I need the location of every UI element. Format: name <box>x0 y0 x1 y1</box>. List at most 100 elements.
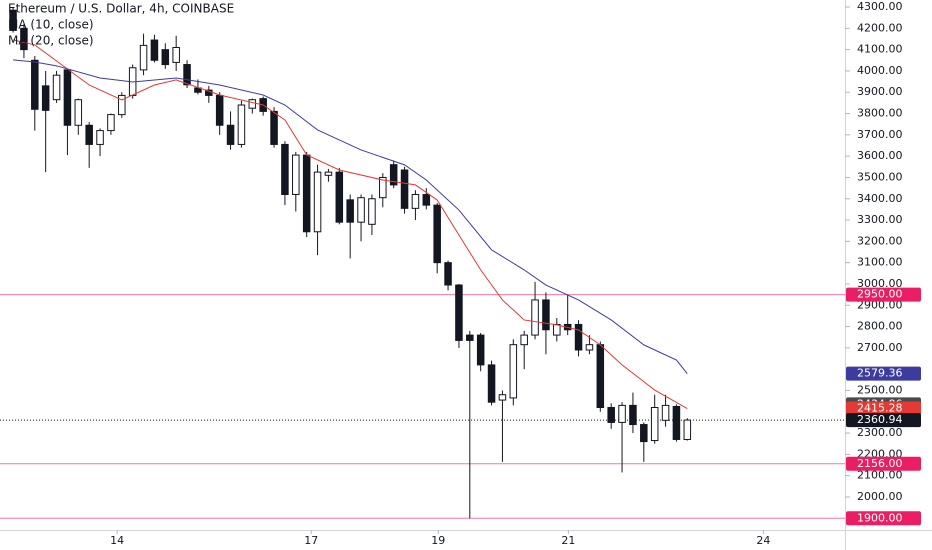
candle-body <box>85 124 93 145</box>
plot <box>0 7 845 519</box>
candle-body <box>357 197 365 223</box>
y-tick-label: 3700.00 <box>857 128 903 141</box>
moving-average-line <box>13 59 688 374</box>
candle-body <box>672 405 681 440</box>
legend-entry: MA (20, close) <box>8 34 94 48</box>
candle-body <box>270 110 278 145</box>
y-tick-label: 2000.00 <box>857 490 903 503</box>
level-badge <box>846 511 921 526</box>
y-tick-label: 4300.00 <box>857 0 903 13</box>
candle-body <box>172 47 180 63</box>
candle-body <box>63 69 72 126</box>
ma-badge <box>846 366 921 381</box>
candle-body <box>302 154 311 233</box>
y-tick-label: 2500.00 <box>857 383 903 396</box>
y-tick-label: 3200.00 <box>857 234 903 247</box>
candle-body <box>150 39 159 61</box>
y-tick-label: 4200.00 <box>857 21 903 34</box>
candle-body <box>596 344 605 409</box>
candle-body <box>52 74 61 101</box>
candle-body <box>379 176 387 199</box>
candle-body <box>520 334 528 346</box>
y-tick-label: 2700.00 <box>857 341 903 354</box>
candle-body <box>215 94 224 126</box>
level-badge <box>846 287 921 302</box>
y-tick-label: 3000.00 <box>857 277 903 290</box>
candle-body <box>683 419 692 440</box>
y-tick-label: 2100.00 <box>857 469 903 482</box>
ma-badge-label: 2415.28 <box>857 402 903 415</box>
candle-body <box>226 124 235 145</box>
chart-title: Ethereum / U.S. Dollar, 4h, COINBASE <box>8 2 234 16</box>
candle-body <box>74 99 83 126</box>
candle-body <box>183 64 191 86</box>
candle-body <box>455 284 463 341</box>
x-tick-label: 21 <box>561 534 575 547</box>
candle-body <box>531 299 539 336</box>
y-tick-label: 3900.00 <box>857 85 903 98</box>
candle-body <box>107 114 115 132</box>
candle-body <box>422 193 431 206</box>
candle-body <box>509 344 518 399</box>
candle-body <box>41 85 50 111</box>
candle-body <box>368 198 376 225</box>
candle-body <box>476 334 485 366</box>
y-tick-label: 3800.00 <box>857 107 903 120</box>
candle-body <box>400 169 409 209</box>
candle-body <box>139 44 148 71</box>
y-tick-label: 3300.00 <box>857 213 903 226</box>
y-tick-label: 2800.00 <box>857 320 903 333</box>
candle-body <box>292 154 300 195</box>
candle-body <box>335 171 344 223</box>
candle-body <box>444 262 452 286</box>
y-tick-label: 3500.00 <box>857 170 903 183</box>
candle-body <box>487 364 496 403</box>
y-tick-label: 4100.00 <box>857 43 903 56</box>
ma-badge <box>846 401 921 416</box>
candle-body <box>313 171 322 233</box>
candle-body <box>498 394 507 401</box>
candle-body <box>96 130 104 145</box>
legend-entry: MA (10, close) <box>8 18 94 32</box>
candle-body <box>248 99 257 109</box>
candle-body <box>161 49 170 66</box>
level-badge <box>846 456 921 471</box>
y-tick-label: 3100.00 <box>857 256 903 269</box>
candle-body <box>237 104 246 145</box>
candle-body <box>640 424 648 443</box>
x-tick-label: 14 <box>110 534 124 547</box>
candle-body <box>20 27 28 51</box>
price-badge <box>846 413 921 428</box>
candle-body <box>607 407 615 423</box>
candle-body <box>9 9 17 31</box>
candle-body <box>194 87 202 93</box>
candle-body <box>118 94 126 116</box>
candle-body <box>346 199 354 223</box>
candle-body <box>389 164 398 186</box>
ma-badge-label: 2579.36 <box>857 367 903 380</box>
moving-average-line <box>12 39 688 410</box>
y-tick-label: 3600.00 <box>857 149 903 162</box>
y-tick-label: 2300.00 <box>857 426 903 439</box>
candle-body <box>618 404 626 423</box>
candle-body <box>585 344 594 351</box>
level-badge-label: 1900.00 <box>857 511 903 524</box>
x-tick-label: 19 <box>431 534 445 547</box>
x-tick-label: 24 <box>756 534 770 547</box>
level-badge-label: 2950.00 <box>857 288 903 301</box>
candle-body <box>466 334 474 341</box>
level-badge-label: 2156.00 <box>857 457 903 470</box>
candle-body <box>433 204 441 264</box>
candle-body <box>650 407 659 442</box>
candle-body <box>324 171 333 176</box>
candle-body <box>281 143 289 195</box>
y-tick-label: 3400.00 <box>857 192 903 205</box>
candle-body <box>411 193 420 209</box>
x-tick-label: 17 <box>304 534 318 547</box>
candle-body <box>31 59 39 110</box>
candle-body <box>553 323 561 336</box>
candle-body <box>629 404 637 426</box>
candle-body <box>542 299 550 331</box>
price-badge-label: 2360.94 <box>857 413 903 426</box>
